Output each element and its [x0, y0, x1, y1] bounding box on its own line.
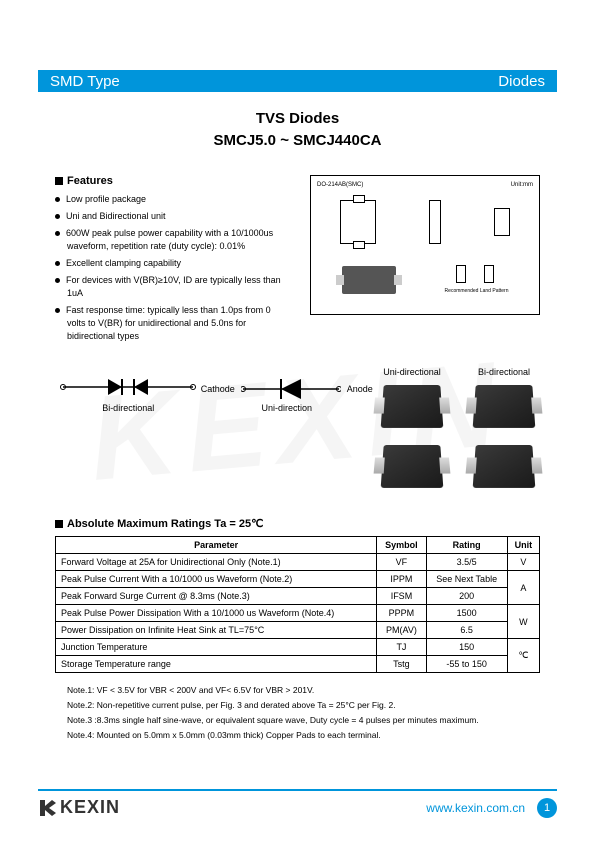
ratings-col-header: Rating [426, 537, 507, 554]
bullet-square-icon [55, 177, 63, 185]
ratings-param: Storage Temperature range [56, 656, 377, 673]
ratings-param: Junction Temperature [56, 639, 377, 656]
note-line: Note.2: Non-repetitive current pulse, pe… [67, 698, 540, 713]
pkg-side-view-icon [429, 200, 441, 244]
table-row: Power Dissipation on Infinite Heat Sink … [56, 622, 540, 639]
ratings-symbol: IFSM [377, 588, 426, 605]
ratings-param: Power Dissipation on Infinite Heat Sink … [56, 622, 377, 639]
ratings-unit: V [507, 554, 539, 571]
bullet-square-icon [55, 520, 63, 528]
ratings-rating: 1500 [426, 605, 507, 622]
page-title: TVS Diodes SMCJ5.0 ~ SMCJ440CA [0, 108, 595, 152]
ratings-rating: 6.5 [426, 622, 507, 639]
ratings-heading: Absolute Maximum Ratings Ta = 25℃ [55, 517, 540, 530]
page-number: 1 [537, 798, 557, 818]
ratings-param: Peak Forward Surge Current @ 8.3ms (Note… [56, 588, 377, 605]
ratings-symbol: TJ [377, 639, 426, 656]
ratings-symbol: IPPM [377, 571, 426, 588]
footer-url: www.kexin.com.cn [426, 801, 525, 815]
feature-item: Uni and Bidirectional unit [55, 210, 290, 223]
ratings-col-header: Symbol [377, 537, 426, 554]
bullet-dot-icon [55, 308, 60, 313]
bidirectional-symbol-icon [58, 373, 198, 401]
ratings-param: Peak Pulse Current With a 10/1000 us Wav… [56, 571, 377, 588]
pkg-header-right: Unit:mm [511, 182, 533, 188]
uni-chip-image-top [374, 385, 451, 436]
header-left: SMD Type [50, 73, 120, 90]
features-list: Low profile package Uni and Bidirectional… [55, 193, 290, 343]
ratings-rating: 3.5/5 [426, 554, 507, 571]
bullet-dot-icon [55, 231, 60, 236]
title-line1: TVS Diodes [0, 108, 595, 130]
ratings-col-header: Parameter [56, 537, 377, 554]
table-row: Peak Pulse Power Dissipation With a 10/1… [56, 605, 540, 622]
ratings-rating: 150 [426, 639, 507, 656]
pkg-footprint-icon [445, 260, 505, 288]
feature-item: 600W peak pulse power capability with a … [55, 227, 290, 253]
pkg-end-view-icon [494, 208, 510, 236]
bi-chip-image-top [466, 385, 543, 436]
pkg-top-view-icon [340, 200, 376, 244]
title-line2: SMCJ5.0 ~ SMCJ440CA [0, 130, 595, 152]
table-row: Peak Forward Surge Current @ 8.3ms (Note… [56, 588, 540, 605]
ratings-rating: -55 to 150 [426, 656, 507, 673]
logo-mark-icon [38, 798, 58, 818]
bullet-dot-icon [55, 197, 60, 202]
cathode-label: Cathode [201, 384, 235, 394]
bullet-dot-icon [55, 214, 60, 219]
uni-heading: Uni-directional [376, 367, 448, 377]
schematic-symbols: Bi-directional Cathode Anode Uni-directi… [55, 367, 376, 419]
package-diagram: DO-214AB(SMC) Unit:mm Recommended Land P… [310, 175, 540, 347]
ratings-symbol: VF [377, 554, 426, 571]
table-row: Storage Temperature rangeTstg-55 to 150 [56, 656, 540, 673]
features-heading: Features [55, 175, 290, 187]
feature-item: Low profile package [55, 193, 290, 206]
ratings-col-header: Unit [507, 537, 539, 554]
footer: KEXIN www.kexin.com.cn 1 [38, 789, 557, 818]
pkg-outline-shapes [317, 192, 533, 252]
bullet-dot-icon [55, 278, 60, 283]
ratings-symbol: PPPM [377, 605, 426, 622]
ratings-unit: A [507, 571, 539, 605]
anode-label: Anode [347, 384, 373, 394]
pkg-header-left: DO-214AB(SMC) [317, 182, 363, 188]
ratings-symbol: PM(AV) [377, 622, 426, 639]
ratings-unit: ℃ [507, 639, 539, 673]
table-row: Junction TemperatureTJ150℃ [56, 639, 540, 656]
feature-item: Excellent clamping capability [55, 257, 290, 270]
note-line: Note.3 :8.3ms single half sine-wave, or … [67, 713, 540, 728]
ratings-rating: See Next Table [426, 571, 507, 588]
ratings-unit: W [507, 605, 539, 639]
header-bar: SMD Type Diodes [38, 70, 557, 92]
unidirectional-symbol-icon [241, 375, 341, 403]
bidir-label: Bi-directional [58, 403, 198, 413]
bi-chip-image-bottom [466, 445, 543, 496]
features-section: Features Low profile package Uni and Bidi… [55, 175, 290, 347]
pkg-footprint-label: Recommended Land Pattern [445, 288, 509, 294]
unidir-label: Uni-direction [201, 403, 373, 413]
bullet-dot-icon [55, 261, 60, 266]
feature-item: For devices with V(BR)≥10V, ID are typic… [55, 274, 290, 300]
feature-item: Fast response time: typically less than … [55, 304, 290, 343]
ratings-rating: 200 [426, 588, 507, 605]
note-line: Note.1: VF < 3.5V for VBR < 200V and VF<… [67, 683, 540, 698]
note-line: Note.4: Mounted on 5.0mm x 5.0mm (0.03mm… [67, 728, 540, 743]
ratings-param: Peak Pulse Power Dissipation With a 10/1… [56, 605, 377, 622]
ratings-param: Forward Voltage at 25A for Unidirectiona… [56, 554, 377, 571]
table-row: Forward Voltage at 25A for Unidirectiona… [56, 554, 540, 571]
bi-heading: Bi-directional [468, 367, 540, 377]
ratings-symbol: Tstg [377, 656, 426, 673]
table-row: Peak Pulse Current With a 10/1000 us Wav… [56, 571, 540, 588]
uni-chip-image-bottom [374, 445, 451, 496]
header-right: Diodes [498, 73, 545, 90]
ratings-table: ParameterSymbolRatingUnit Forward Voltag… [55, 536, 540, 673]
brand-logo: KEXIN [38, 797, 120, 818]
notes-section: Note.1: VF < 3.5V for VBR < 200V and VF<… [55, 683, 540, 743]
pkg-3d-render-icon [342, 266, 396, 294]
